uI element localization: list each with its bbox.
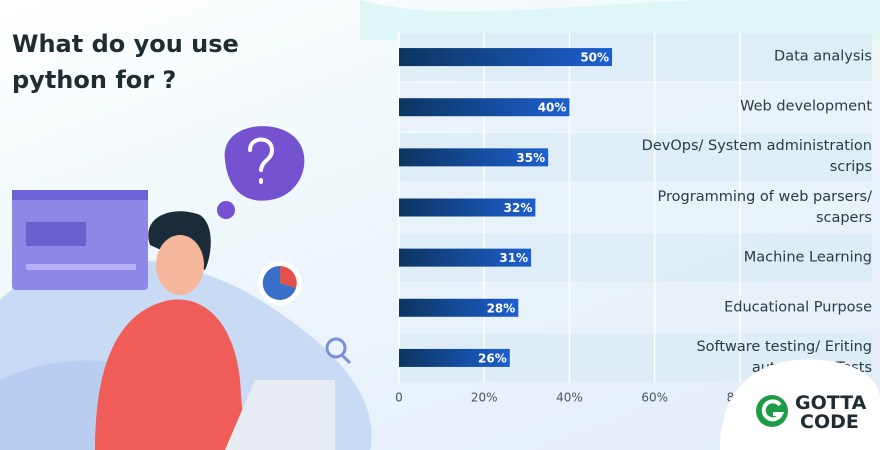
y-tick-label: Web development — [740, 98, 872, 115]
bar — [399, 348, 510, 367]
value-label: 28% — [487, 301, 516, 315]
logo-text: GOTTA — [795, 392, 867, 414]
value-label: 40% — [538, 101, 567, 115]
y-tick-label: Programming of web parsers/ scapers — [657, 188, 872, 226]
value-label: 31% — [499, 251, 528, 265]
bar — [399, 248, 532, 267]
x-tick-label: 60% — [641, 391, 668, 405]
chart-title: What do you use python for ? — [12, 30, 239, 94]
x-tick-label: 0 — [395, 391, 403, 405]
logo-text: CODE — [800, 411, 859, 433]
y-tick-label: Educational Purpose — [724, 299, 872, 316]
bar — [399, 148, 549, 167]
value-label: 35% — [516, 151, 545, 165]
value-label: 50% — [580, 51, 609, 65]
y-tick-label: Machine Learning — [743, 249, 872, 266]
x-tick-label: 80% — [727, 391, 754, 405]
y-tick-label: Software testing/ Eriting automated Test… — [696, 338, 872, 376]
bar — [399, 298, 519, 317]
bar — [399, 48, 613, 67]
x-tick-label: 40% — [556, 391, 583, 405]
y-tick-label: DevOps/ System administration scrips — [641, 138, 872, 176]
bar — [399, 98, 570, 117]
bar — [399, 198, 536, 217]
value-label: 32% — [504, 201, 533, 215]
value-label: 26% — [478, 351, 507, 365]
x-tick-label: 20% — [471, 391, 498, 405]
y-tick-label: Data analysis — [774, 48, 872, 65]
